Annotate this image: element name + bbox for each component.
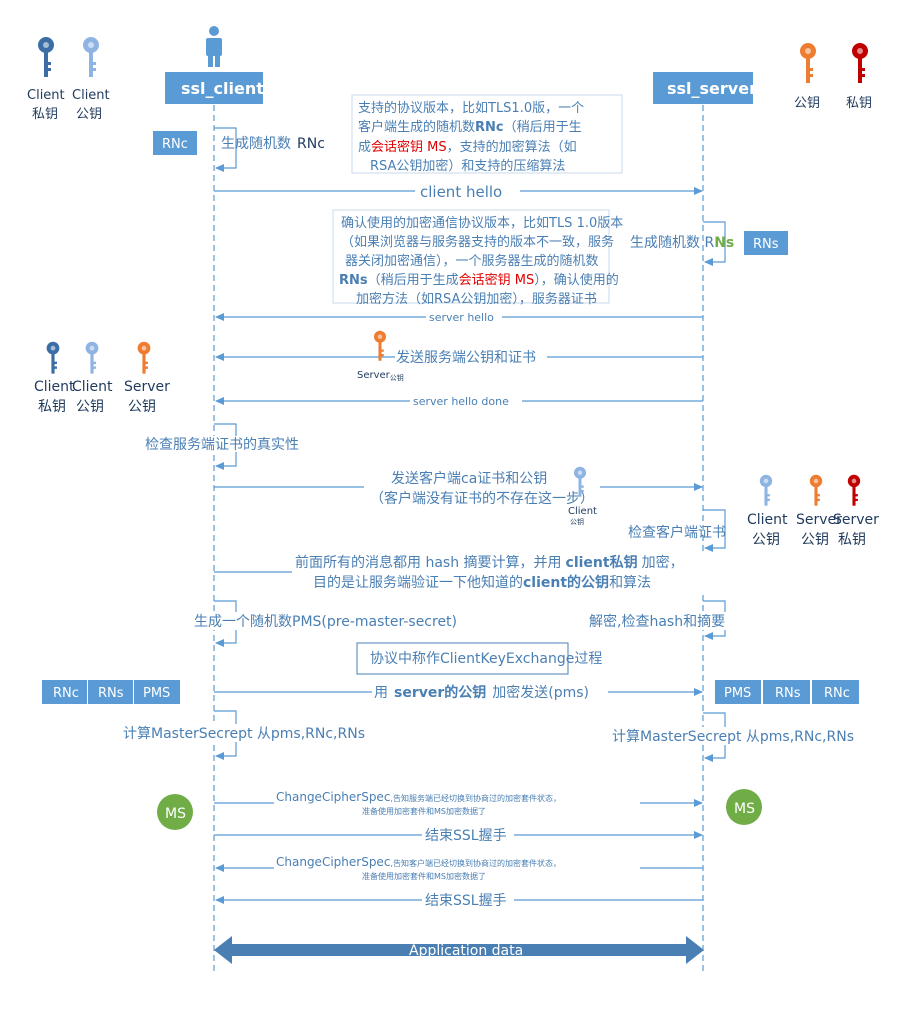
note-text: 客户端生成的随机数RNc（稍后用于生 <box>358 119 582 135</box>
pms-badge <box>715 680 761 704</box>
self-loop-rns <box>703 221 726 266</box>
rns-badge-label: RNs <box>775 686 801 701</box>
note-text: 器关闭加密通信），一个服务器生成的随机数 <box>345 253 599 269</box>
key-label: 公钥 <box>801 532 829 548</box>
person-icon <box>206 26 222 67</box>
key-icon-server-public <box>800 43 816 83</box>
server-hello-done-label: server hello done <box>413 395 509 408</box>
send-cert-label: 发送服务端公钥和证书 <box>396 350 536 366</box>
key-exchange-label: 协议中称作ClientKeyExchange过程 <box>370 651 602 667</box>
rnc-badge <box>153 131 197 155</box>
client-hello-note <box>351 94 623 174</box>
key-label: Client <box>72 379 113 395</box>
rnc-badge <box>812 680 859 704</box>
gen-pms-label: 生成一个随机数PMS(pre-master-secret) <box>194 614 457 630</box>
key-label: 公钥 <box>76 107 102 122</box>
ccs-server-label: ChangeCipherSpec,告知客户端已经切换到协商过的加密套件状态， <box>276 855 561 869</box>
key-icon-client-private <box>38 37 54 77</box>
key-icon-client-public <box>759 474 773 506</box>
ccs-server-sub: 准备使用加密套件和MS加密数据了 <box>362 871 486 881</box>
server-header-box <box>653 72 753 104</box>
key-label: Client <box>27 88 65 103</box>
note-text: 加密方法（如RSA公钥加密），服务器证书 <box>356 291 597 307</box>
ms-circle-server <box>726 789 762 825</box>
key-label: Server <box>833 512 879 528</box>
note-text: 支持的协议版本，比如TLS1.0版，一个 <box>358 100 584 116</box>
gen-rnc-label: 生成随机数 RNc <box>221 136 325 152</box>
key-icon-client-private <box>46 341 60 374</box>
calc-ms-server-label: 计算MasterSecrept 从pms,RNc,RNs <box>612 729 854 745</box>
key-label: Client <box>34 379 75 395</box>
key-icon-server-private <box>852 43 868 83</box>
key-icon-client-public <box>85 341 99 374</box>
key-icon-server-public <box>137 341 151 374</box>
application-data-label: Application data <box>409 943 523 959</box>
key-label: 私钥 <box>32 107 58 122</box>
rns-badge <box>763 680 810 704</box>
decrypt-check-label: 解密,检查hash和摘要 <box>589 613 725 630</box>
send-client-cert-label: （客户端没有证书的不存在这一步） <box>370 490 594 507</box>
key-icon-client-public <box>83 37 99 77</box>
note-text: （如果浏览器与服务器支持的版本不一致，服务 <box>341 234 614 250</box>
ccs-client-label: ChangeCipherSpec,告知服务端已经切换到协商过的加密套件状态， <box>276 790 561 804</box>
key-label: 私钥 <box>846 96 872 111</box>
calc-ms-client-label: 计算MasterSecrept 从pms,RNc,RNs <box>123 726 365 742</box>
client-header-box <box>165 72 263 104</box>
rns-badge-label: RNs <box>98 686 124 701</box>
key-label: 公钥 <box>752 532 780 548</box>
key-label: Server <box>124 379 170 395</box>
self-loop-rnc <box>214 127 237 172</box>
encrypt-pms-label: 用 server的公钥 加密发送(pms) <box>374 684 589 701</box>
key-label: 私钥 <box>838 532 866 548</box>
client-header: ssl_client <box>181 79 264 98</box>
note-text: RSA公钥加密）和支持的压缩算法 <box>370 158 565 174</box>
client-hello-label: client hello <box>420 183 502 201</box>
pms-badge-label: PMS <box>143 686 170 701</box>
send-client-cert-label: 发送客户端ca证书和公钥 <box>391 470 547 487</box>
key-icon-server-public-small <box>374 330 386 361</box>
rnc-badge <box>42 680 87 704</box>
pms-badge-label: PMS <box>724 686 751 701</box>
note-text: RNs（稍后用于生成会话密钥 MS），确认使用的 <box>339 272 619 288</box>
ms-circle-label: MS <box>165 806 186 822</box>
hash-label: 前面所有的消息都用 hash 摘要计算，并用 client私钥 加密， <box>295 554 684 571</box>
client-key-small-label: Client <box>568 506 597 517</box>
ms-circle-client <box>157 794 193 830</box>
check-client-cert-label: 检查客户端证书 <box>628 524 726 541</box>
finish-server-label: 结束SSL握手 <box>425 893 507 909</box>
rnc-badge-label: RNc <box>162 137 188 152</box>
application-data-arrow <box>214 936 704 964</box>
rns-badge-label: RNs <box>753 237 779 252</box>
key-label: Client <box>747 512 788 528</box>
key-label: Client <box>72 88 110 103</box>
ccs-client-sub: 准备使用加密套件和MS加密数据了 <box>362 806 486 816</box>
finish-client-label: 结束SSL握手 <box>425 828 507 844</box>
ms-circle-label: MS <box>734 801 755 817</box>
check-cert-label: 检查服务端证书的真实性 <box>145 437 299 453</box>
rns-badge <box>744 231 788 255</box>
server-header: ssl_server <box>667 79 757 98</box>
rns-badge <box>88 680 133 704</box>
key-label: 私钥 <box>38 399 66 415</box>
rnc-badge-label: RNc <box>53 686 79 701</box>
rnc-badge-label: RNc <box>824 686 850 701</box>
self-loop-check-client-cert <box>703 509 726 552</box>
hash-label: 目的是让服务端验证一下他知道的client的公钥和算法 <box>313 574 651 591</box>
key-label: 公钥 <box>128 399 156 415</box>
server-hello-label: server hello <box>429 311 494 324</box>
key-label: 公钥 <box>794 96 820 111</box>
key-label: 公钥 <box>76 399 104 415</box>
key-icon-server-public <box>809 474 823 506</box>
server-key-small-label: Server公钥 <box>357 370 404 382</box>
note-text: 确认使用的加密通信协议版本，比如TLS 1.0版本 <box>341 215 623 231</box>
note-text: 成会话密钥 MS，支持的加密算法（如 <box>358 139 577 155</box>
gen-rns-label: 生成随机数 RNs <box>630 235 734 251</box>
client-key-small-sub: 公钥 <box>570 517 584 526</box>
key-exchange-note <box>356 642 569 675</box>
pms-badge <box>134 680 180 704</box>
key-label: Server <box>796 512 842 528</box>
server-hello-note <box>332 209 610 304</box>
key-icon-server-private <box>847 474 861 506</box>
